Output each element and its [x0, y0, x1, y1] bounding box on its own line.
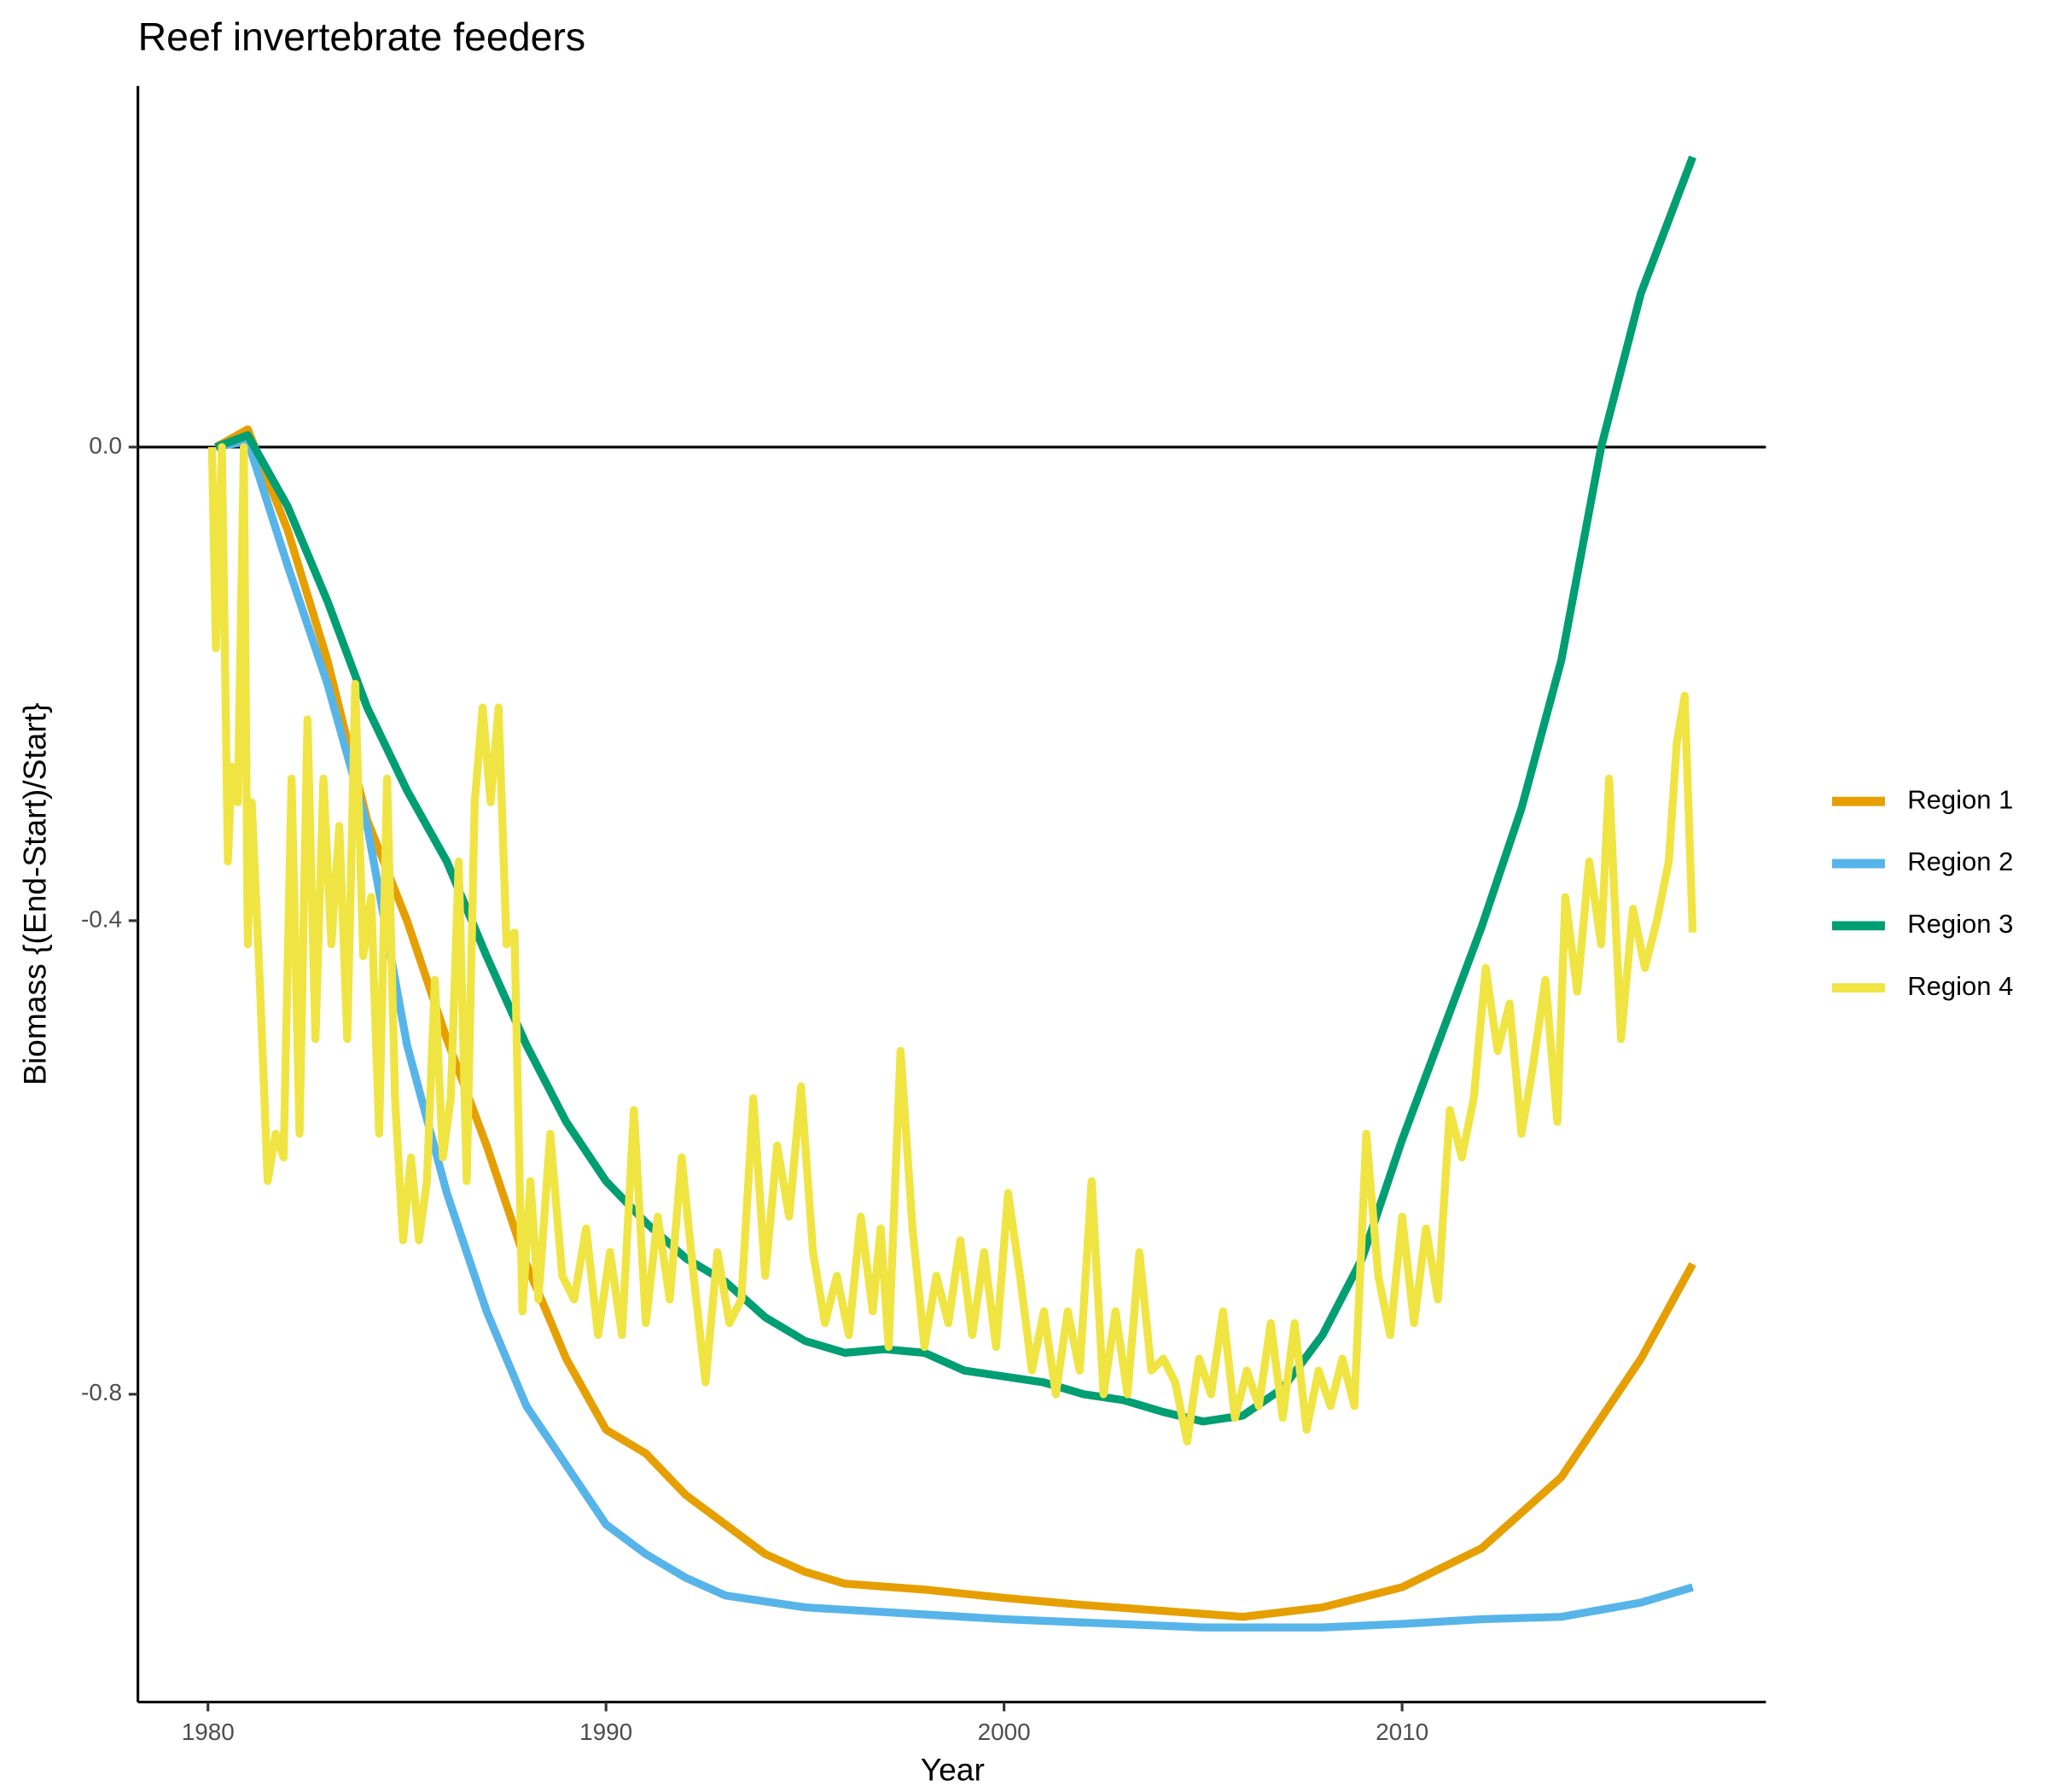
legend-label: Region 2 — [1907, 847, 2013, 876]
x-tick-label: 1980 — [182, 1719, 235, 1745]
y-tick-label: -0.4 — [81, 905, 122, 932]
series-line — [207, 443, 1697, 1446]
series-line — [214, 155, 1696, 1426]
x-tick-label: 2000 — [978, 1719, 1031, 1745]
legend-label: Region 3 — [1907, 909, 2013, 939]
x-tick-label: 1990 — [579, 1719, 632, 1745]
y-axis-label: Biomass {(End-Start)/Start} — [17, 702, 53, 1085]
chart-title: Reef invertebrate feeders — [138, 15, 586, 59]
legend-label: Region 1 — [1907, 784, 2013, 814]
x-tick-label: 2010 — [1376, 1719, 1428, 1745]
x-axis-label: Year — [921, 1752, 985, 1788]
legend-label: Region 4 — [1907, 971, 2013, 1001]
y-tick-label: -0.8 — [81, 1379, 122, 1405]
y-tick-label: 0.0 — [89, 432, 122, 458]
